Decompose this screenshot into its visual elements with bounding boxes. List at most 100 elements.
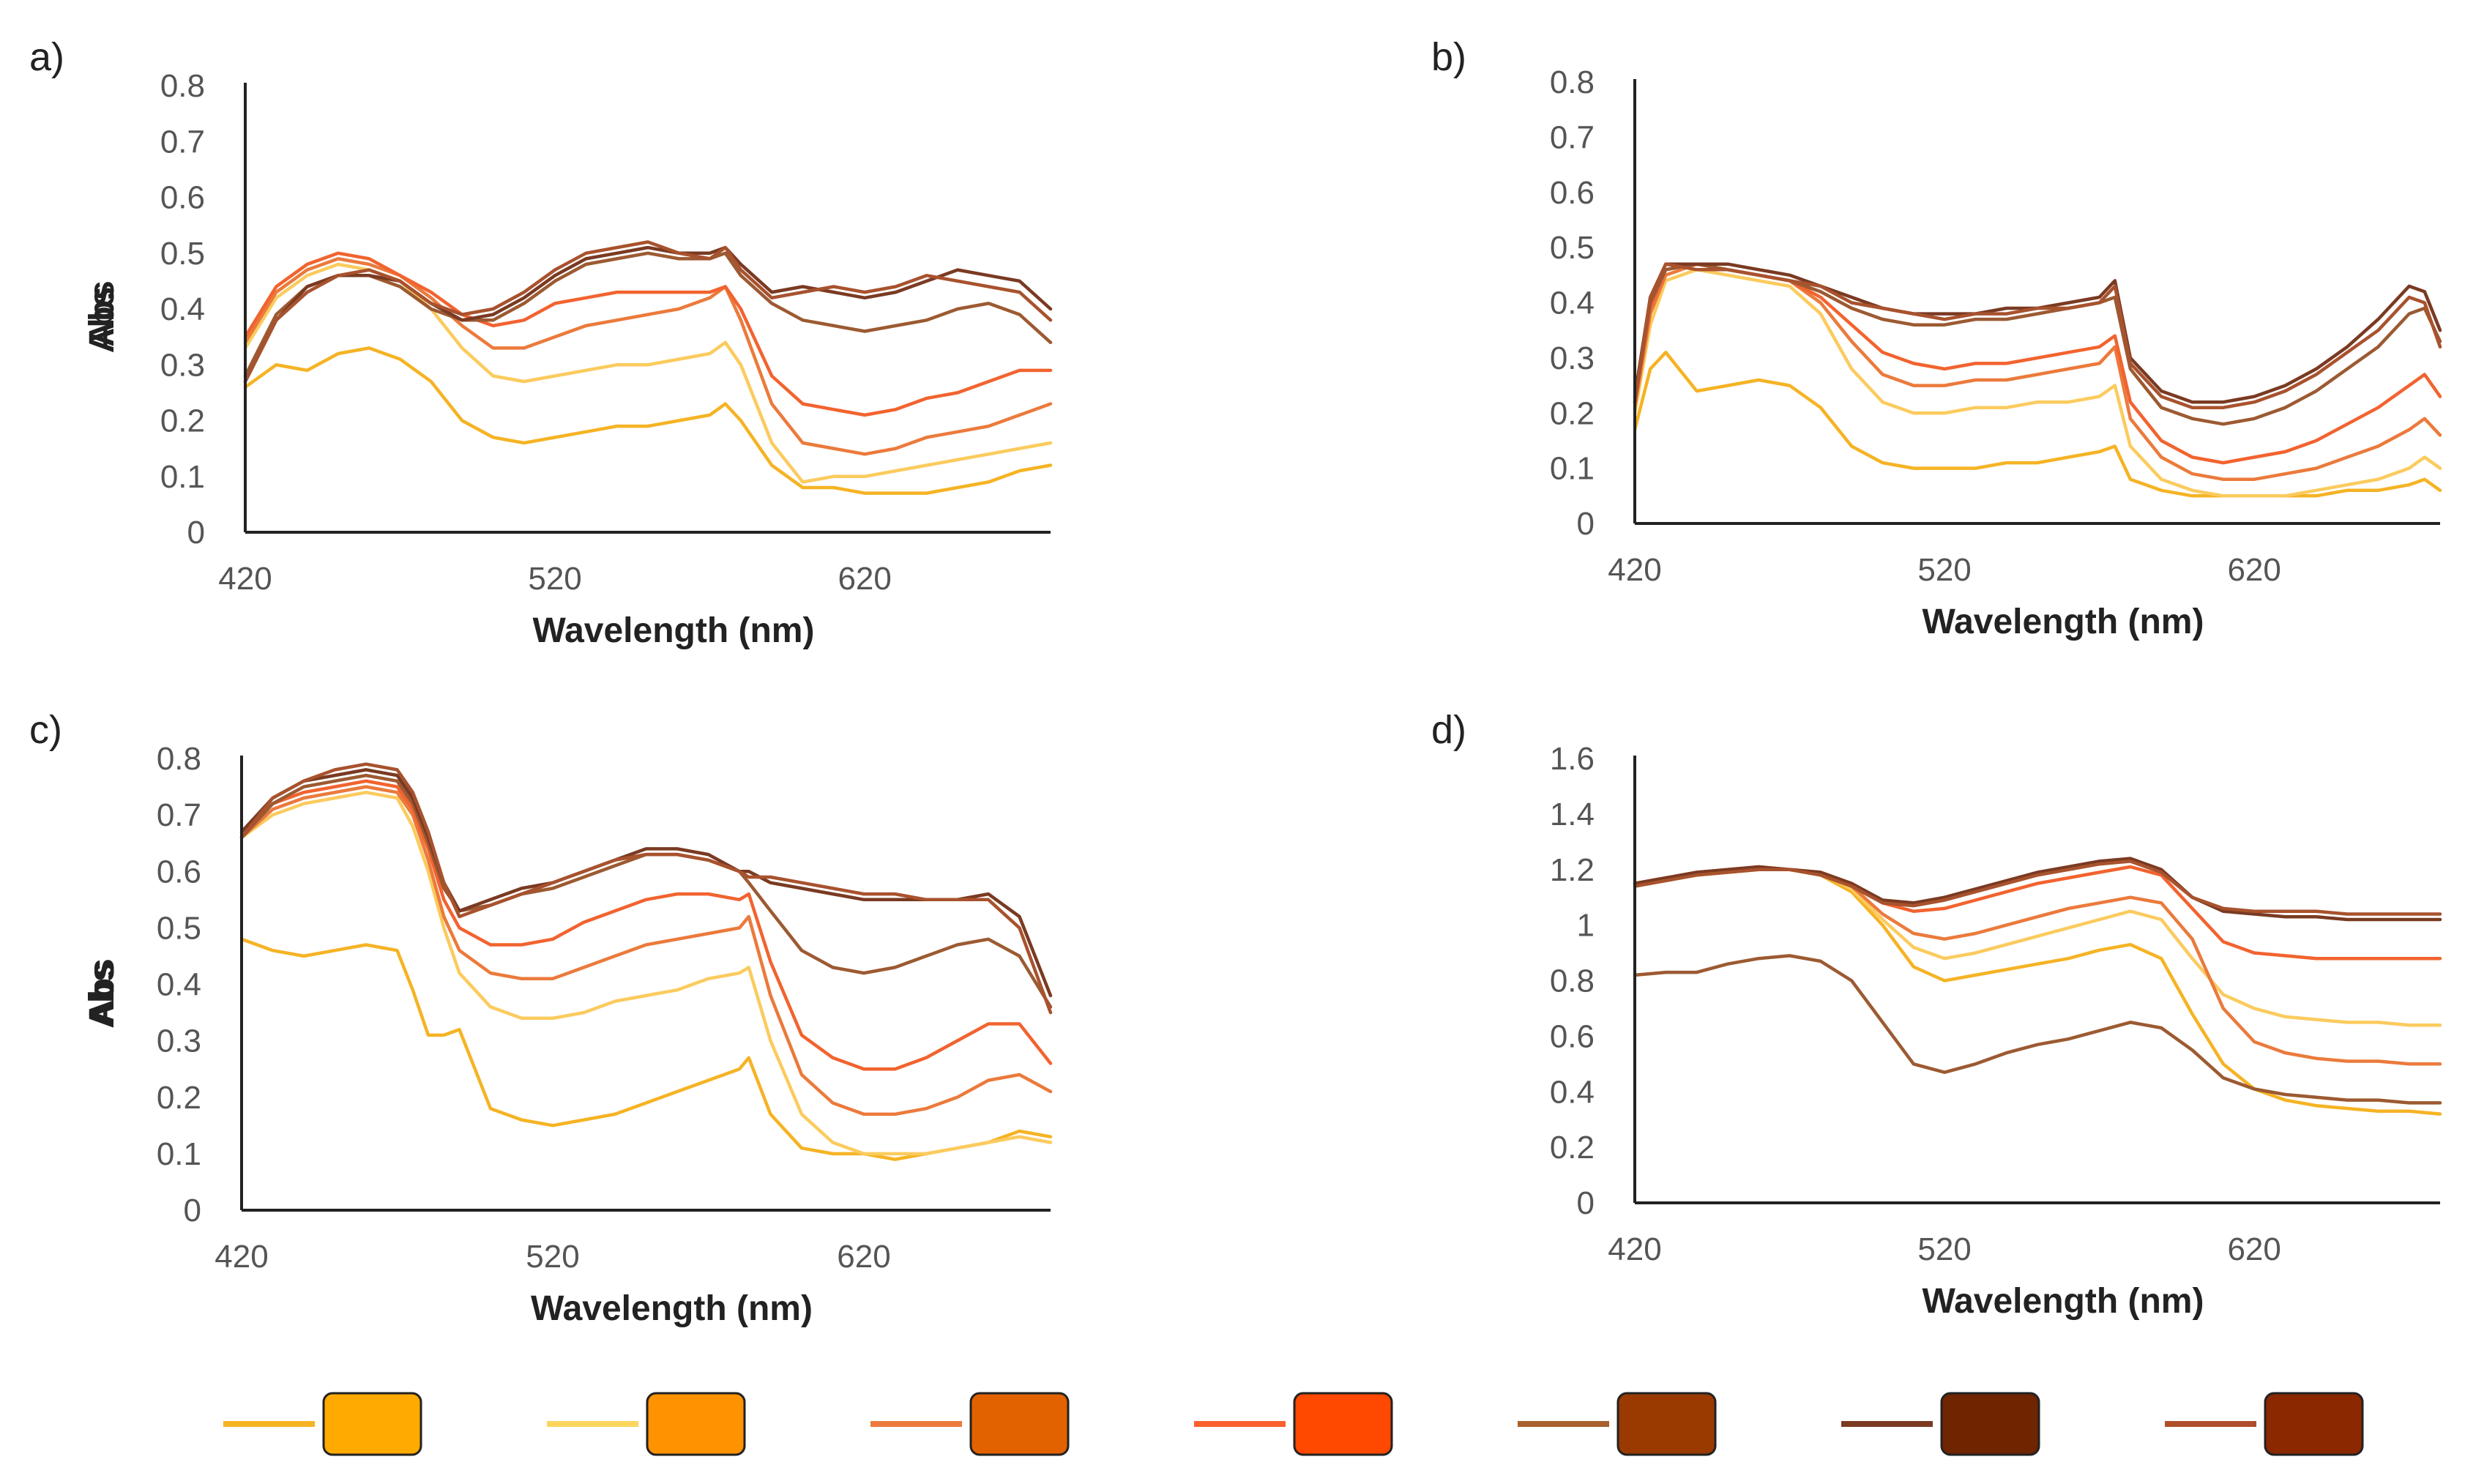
- y-tick-label: 1.4: [1550, 797, 1595, 832]
- series-line: [1633, 268, 2442, 498]
- y-axis-title: Abs: [83, 280, 122, 347]
- series-line: [239, 779, 1053, 1071]
- legend-color-swatch: [322, 1392, 422, 1456]
- series-line: [1633, 868, 2442, 1116]
- x-tick-label: 520: [526, 1239, 579, 1275]
- y-tick-label: 0: [1577, 506, 1595, 542]
- series-line: [1633, 262, 2442, 404]
- legend-color-swatch: [1293, 1392, 1393, 1456]
- chart-panel: b) 0 0.1 0.2 0.3 0.4 0.5 0.6 0.7 0.8 420 520 620 Wave…: [83, 35, 2442, 641]
- legend-item: [2165, 1392, 2364, 1456]
- y-tick-label: 0.2: [157, 1080, 201, 1116]
- series-line: [239, 768, 1053, 998]
- series-line: [1633, 868, 2442, 1027]
- y-tick-label: 0: [184, 1193, 201, 1228]
- chart-panel: a) 0 0.1 0.2 0.3 0.4 0.5 0.6 0.7 0.8 420 520 620 Wave…: [29, 35, 1053, 650]
- y-tick-label: 0.1: [1550, 451, 1595, 487]
- series-line: [239, 791, 1053, 1156]
- y-tick-label: 0.1: [157, 1136, 201, 1172]
- x-tick-label: 620: [2227, 1231, 2281, 1267]
- x-tick-label: 620: [838, 561, 891, 597]
- y-axis-title: Abs: [83, 962, 122, 1029]
- legend-item: [1841, 1392, 2040, 1456]
- legend-color-swatch: [969, 1392, 1070, 1456]
- legend-item: [870, 1392, 1070, 1456]
- y-tick-label: 0.4: [160, 291, 205, 327]
- y-tick-label: 0.5: [1550, 230, 1595, 266]
- x-tick-label: 420: [218, 561, 272, 597]
- panel-label: d): [1431, 708, 1466, 752]
- y-tick-label: 0.7: [1550, 119, 1595, 155]
- series-line: [239, 785, 1053, 1116]
- legend-item: [223, 1392, 422, 1456]
- series-line: [243, 251, 1053, 378]
- y-tick-label: 0.2: [160, 403, 205, 439]
- y-tick-label: 0.6: [157, 854, 201, 890]
- series-line: [1633, 954, 2442, 1105]
- y-tick-label: 0.2: [1550, 395, 1595, 431]
- series-line: [1633, 860, 2442, 916]
- series-line: [239, 762, 1053, 1015]
- series-line: [1633, 868, 2442, 1066]
- series-line: [243, 251, 1053, 417]
- y-tick-label: 0.4: [1550, 1074, 1595, 1110]
- y-tick-label: 0.2: [1550, 1130, 1595, 1166]
- y-tick-label: 0.3: [1550, 340, 1595, 376]
- x-axis-title: Wavelength (nm): [1923, 603, 2204, 641]
- x-axis-title: Wavelength (nm): [531, 1289, 813, 1328]
- y-tick-label: 1.6: [1550, 741, 1595, 777]
- x-tick-label: 620: [2227, 552, 2281, 588]
- series-line: [1633, 262, 2442, 465]
- x-axis-title: Wavelength (nm): [1923, 1282, 2204, 1321]
- y-tick-label: 0.7: [157, 797, 201, 833]
- series-line: [243, 262, 1053, 484]
- x-tick-label: 620: [837, 1239, 890, 1275]
- y-tick-label: 0.6: [160, 180, 205, 216]
- series-line: [243, 257, 1053, 456]
- panel-label: c): [29, 708, 62, 752]
- y-tick-label: 1: [1577, 908, 1595, 944]
- y-tick-label: 0.6: [1550, 1018, 1595, 1054]
- legend: [223, 1392, 2364, 1456]
- legend-item: [547, 1392, 746, 1456]
- legend-color-swatch: [1616, 1392, 1717, 1456]
- series-line: [239, 937, 1053, 1161]
- legend-color-swatch: [646, 1392, 746, 1456]
- y-tick-label: 0.3: [160, 347, 205, 383]
- y-tick-label: 0.8: [160, 68, 205, 104]
- legend-item: [1194, 1392, 1393, 1456]
- y-tick-label: 0.1: [160, 459, 205, 495]
- y-tick-label: 0.8: [1550, 64, 1595, 100]
- y-tick-label: 0.3: [157, 1023, 201, 1059]
- y-axis-title: Abs: [83, 287, 122, 354]
- series-line: [1633, 262, 2442, 426]
- legend-color-swatch: [1940, 1392, 2040, 1456]
- y-tick-label: 0: [1577, 1185, 1595, 1221]
- y-tick-label: 0.6: [1550, 175, 1595, 211]
- chart-panels: a) 0 0.1 0.2 0.3 0.4 0.5 0.6 0.7 0.8 420 520 620 Wave…: [29, 35, 2442, 1328]
- legend-color-swatch: [2264, 1392, 2364, 1456]
- y-tick-label: 0.4: [1550, 286, 1595, 321]
- y-tick-label: 0.7: [160, 124, 205, 160]
- x-axis-title: Wavelength (nm): [533, 611, 815, 650]
- x-tick-label: 520: [1917, 552, 1971, 588]
- chart-panel: d) 0 0.2 0.4 0.6 0.8 1 1.2 1.4 1.6 420 520 620 Wavele…: [83, 708, 2442, 1321]
- y-tick-label: 0: [187, 515, 205, 551]
- series-line: [243, 346, 1053, 495]
- chart-panel: c) 0 0.1 0.2 0.3 0.4 0.5 0.6 0.7 0.8 420 520 620 Wave…: [29, 708, 1053, 1328]
- y-tick-label: 0.5: [160, 236, 205, 272]
- y-tick-label: 0.5: [157, 910, 201, 946]
- legend-item: [1518, 1392, 1717, 1456]
- series-line: [1633, 262, 2442, 409]
- panel-label: a): [29, 35, 64, 79]
- x-tick-label: 520: [1917, 1231, 1971, 1267]
- series-line: [243, 240, 1053, 384]
- x-tick-label: 420: [215, 1239, 268, 1275]
- y-tick-label: 0.8: [1550, 963, 1595, 999]
- y-tick-label: 1.2: [1550, 852, 1595, 888]
- x-tick-label: 420: [1608, 552, 1661, 588]
- series-line: [239, 773, 1053, 1009]
- x-tick-label: 420: [1608, 1231, 1661, 1267]
- panel-label: b): [1431, 35, 1466, 79]
